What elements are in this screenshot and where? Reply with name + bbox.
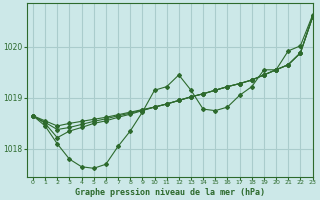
X-axis label: Graphe pression niveau de la mer (hPa): Graphe pression niveau de la mer (hPa) bbox=[75, 188, 265, 197]
